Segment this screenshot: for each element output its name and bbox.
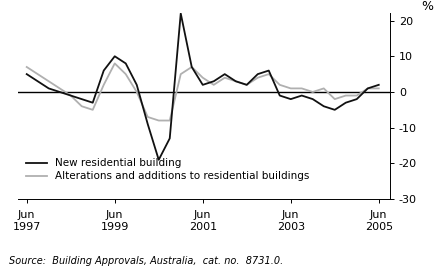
Alterations and additions to residential buildings — [145, 115, 151, 119]
Alterations and additions to residential buildings — [211, 83, 216, 86]
New residential building — [145, 122, 151, 126]
Line: Alterations and additions to residential buildings: Alterations and additions to residential… — [27, 63, 379, 121]
Alterations and additions to residential buildings — [200, 76, 206, 79]
Alterations and additions to residential buildings — [68, 94, 73, 97]
New residential building — [24, 73, 30, 76]
Alterations and additions to residential buildings — [57, 87, 62, 90]
New residential building — [332, 108, 337, 111]
Alterations and additions to residential buildings — [156, 119, 161, 122]
New residential building — [101, 69, 107, 72]
Alterations and additions to residential buildings — [266, 73, 271, 76]
Alterations and additions to residential buildings — [134, 90, 139, 94]
Alterations and additions to residential buildings — [310, 90, 315, 94]
New residential building — [46, 87, 52, 90]
New residential building — [376, 83, 381, 86]
Alterations and additions to residential buildings — [299, 87, 305, 90]
Alterations and additions to residential buildings — [112, 62, 117, 65]
Text: Jun
1999: Jun 1999 — [100, 210, 129, 232]
New residential building — [321, 105, 327, 108]
New residential building — [266, 69, 271, 72]
New residential building — [211, 80, 216, 83]
Alterations and additions to residential buildings — [332, 97, 337, 101]
Alterations and additions to residential buildings — [189, 65, 194, 69]
Alterations and additions to residential buildings — [244, 83, 250, 86]
Line: New residential building: New residential building — [27, 13, 379, 160]
Alterations and additions to residential buildings — [123, 73, 129, 76]
New residential building — [189, 65, 194, 69]
New residential building — [57, 90, 62, 94]
Y-axis label: %: % — [421, 1, 433, 13]
New residential building — [68, 94, 73, 97]
New residential building — [167, 137, 172, 140]
Alterations and additions to residential buildings — [343, 94, 349, 97]
New residential building — [90, 101, 95, 104]
Alterations and additions to residential buildings — [24, 65, 30, 69]
Alterations and additions to residential buildings — [365, 87, 370, 90]
Text: Jun
2005: Jun 2005 — [365, 210, 393, 232]
Legend: New residential building, Alterations and additions to residential buildings: New residential building, Alterations an… — [23, 155, 313, 185]
Alterations and additions to residential buildings — [35, 73, 40, 76]
Text: Jun
2001: Jun 2001 — [189, 210, 217, 232]
New residential building — [354, 97, 359, 101]
New residential building — [299, 94, 305, 97]
Alterations and additions to residential buildings — [101, 83, 107, 86]
Alterations and additions to residential buildings — [277, 83, 282, 86]
Alterations and additions to residential buildings — [376, 87, 381, 90]
New residential building — [79, 97, 84, 101]
New residential building — [156, 158, 161, 161]
New residential building — [255, 73, 260, 76]
New residential building — [244, 83, 250, 86]
New residential building — [35, 80, 40, 83]
Text: Source:  Building Approvals, Australia,  cat. no.  8731.0.: Source: Building Approvals, Australia, c… — [9, 256, 283, 266]
New residential building — [178, 12, 183, 15]
Alterations and additions to residential buildings — [321, 87, 327, 90]
Alterations and additions to residential buildings — [46, 80, 52, 83]
New residential building — [123, 62, 129, 65]
Alterations and additions to residential buildings — [79, 105, 84, 108]
Alterations and additions to residential buildings — [255, 76, 260, 79]
New residential building — [365, 87, 370, 90]
Alterations and additions to residential buildings — [288, 87, 293, 90]
Alterations and additions to residential buildings — [222, 76, 228, 79]
Alterations and additions to residential buildings — [233, 80, 238, 83]
New residential building — [112, 55, 117, 58]
New residential building — [134, 83, 139, 86]
New residential building — [200, 83, 206, 86]
Alterations and additions to residential buildings — [178, 73, 183, 76]
New residential building — [233, 80, 238, 83]
Alterations and additions to residential buildings — [167, 119, 172, 122]
Alterations and additions to residential buildings — [354, 94, 359, 97]
Text: Jun
1997: Jun 1997 — [13, 210, 41, 232]
New residential building — [288, 97, 293, 101]
New residential building — [277, 94, 282, 97]
Alterations and additions to residential buildings — [90, 108, 95, 111]
New residential building — [343, 101, 349, 104]
New residential building — [310, 97, 315, 101]
New residential building — [222, 73, 228, 76]
Text: Jun
2003: Jun 2003 — [277, 210, 305, 232]
